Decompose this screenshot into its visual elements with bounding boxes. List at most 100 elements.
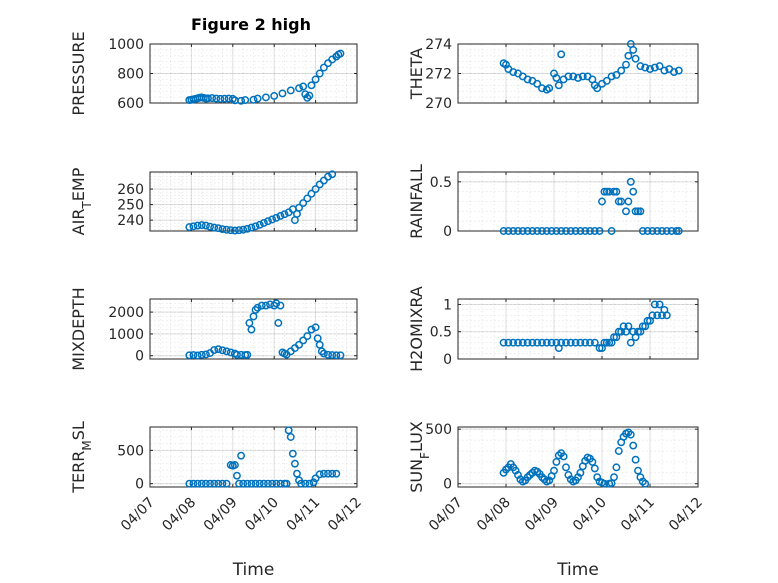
data-point [643,316,652,325]
data-point [602,338,611,347]
data-point [504,227,513,235]
y-tick-label: 240 [117,213,144,229]
data-point [212,94,221,103]
data-point [210,346,219,354]
x-tick-label: 04/09 [201,495,241,535]
data-point [249,95,258,104]
data-point [538,84,546,93]
data-point [533,338,542,347]
data-point [237,96,246,105]
data-point [518,338,527,347]
data-point [605,187,614,196]
data-point [643,227,652,235]
y-tick-label: 1000 [108,37,144,53]
data-point [332,351,341,360]
data-point [509,68,518,76]
data-point [268,479,277,488]
data-point [261,93,270,102]
data-point [499,227,508,235]
data-point [614,197,623,206]
data-point [222,347,231,356]
data-point [185,479,194,488]
x-tick-label: 04/07 [118,495,158,535]
data-point [253,94,262,103]
x-tick-label: 04/12 [325,495,365,535]
data-point [230,226,239,235]
data-point [307,189,316,198]
data-point [552,227,561,235]
data-point [552,73,561,82]
axes-frame [149,298,358,360]
data-point [586,338,594,347]
subplot-6: 0 0.5 1 H2OMIXRA [407,286,699,372]
data-point [303,332,312,341]
data-point [571,227,580,235]
data-point [307,81,316,90]
data-point [239,225,248,234]
data-point [533,79,542,88]
data-point [230,461,239,469]
data-point [319,469,328,478]
y-tick-label: 260 [117,182,144,198]
data-point [247,325,256,334]
data-point [301,479,310,488]
data-point [662,227,671,235]
data-point [218,225,227,234]
data-point [332,469,341,478]
data-point [607,227,616,235]
data-point [299,199,308,208]
data-point [259,479,268,488]
x-tick-label: 04/12 [666,495,706,535]
data-point [660,66,669,75]
data-point [562,463,570,472]
y-tick-label: 800 [117,67,144,83]
data-point [509,338,518,347]
data-point [218,479,227,488]
data-point [590,338,599,347]
y-axis-label: PRESSURE [69,31,88,115]
x-tick-label: 04/10 [242,495,282,535]
data-point [624,197,633,206]
y-tick-label: 270 [425,96,452,112]
data-point [636,62,645,71]
data-point [602,187,611,196]
y-tick-label: 2000 [108,305,144,321]
data-point [303,194,312,203]
data-point [193,351,202,360]
data-point [295,340,303,349]
data-point [185,351,194,360]
data-point [255,479,264,488]
data-point [629,45,638,54]
data-point [624,51,633,60]
axes-frame [457,426,699,488]
data-point [576,338,585,347]
data-point [605,338,614,347]
data-point [189,222,198,231]
x-tick-label: 04/11 [618,495,658,535]
data-point [581,227,590,235]
data-point [528,227,537,235]
data-point [235,226,243,235]
data-point [206,479,214,488]
y-tick-label: 500 [425,422,452,438]
y-tick-label: 0 [443,352,452,368]
data-point [638,322,647,331]
data-point [612,463,621,472]
data-point [290,459,299,468]
data-point [303,93,312,102]
data-point [282,479,291,488]
data-point [197,479,206,488]
data-point [641,479,650,488]
data-point [324,350,332,359]
x-tick-label: 04/09 [522,495,562,535]
data-point [204,94,212,103]
data-point [251,305,260,314]
data-point [650,63,659,72]
data-point [305,91,314,100]
data-point [538,338,546,347]
data-point [557,50,566,59]
data-point [631,54,640,63]
data-point [626,338,635,347]
y-axis-label: AIRTEMP [69,167,94,235]
